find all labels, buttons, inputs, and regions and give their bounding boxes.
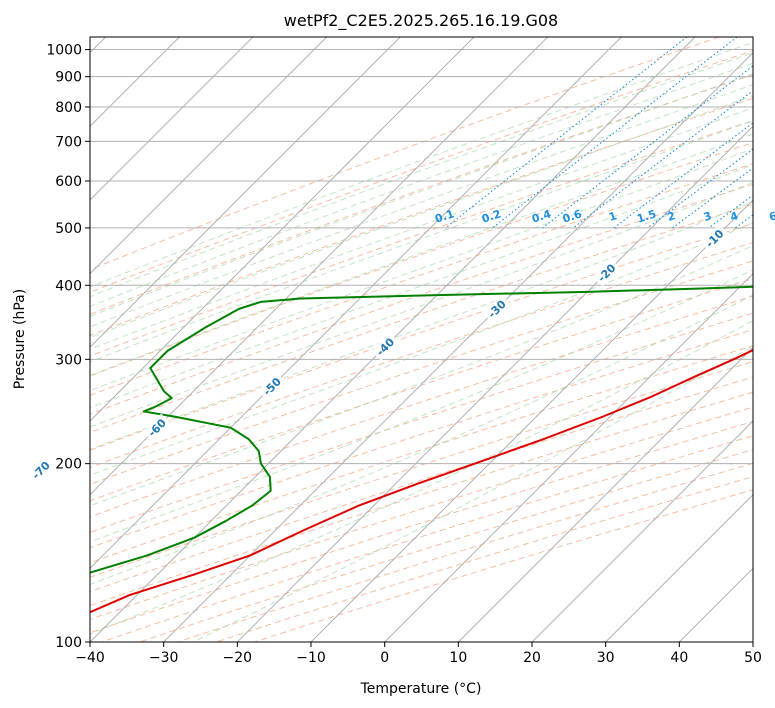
x-tick-label: 40 (670, 650, 688, 666)
x-tick-label: −10 (296, 650, 326, 666)
y-tick-label: 900 (55, 70, 82, 86)
mixing-ratio-label: 0.1 (433, 207, 456, 225)
y-tick-label: 300 (55, 352, 82, 368)
mixing-ratio-label: 6 (767, 209, 775, 224)
dry-adiabat (90, 223, 753, 451)
mixing-ratio-label: 0.6 (561, 207, 584, 225)
profile-layer (90, 285, 753, 614)
isotherm-line (163, 51, 753, 642)
y-tick-label: 400 (55, 278, 82, 294)
dry-adiabat (177, 462, 753, 642)
chart-title: wetPf2_C2E5.2025.265.16.19.G08 (284, 11, 558, 31)
dry-adiabat (90, 163, 753, 396)
mixing-ratio-line (672, 167, 753, 229)
isotherm-label-bg (371, 332, 400, 361)
temperature-profile-line (90, 349, 753, 614)
mixing-ratio-label: 0.2 (480, 207, 503, 225)
dry-adiabat (90, 74, 753, 315)
isotherm-line (384, 272, 753, 642)
isotherm-line (90, 37, 622, 570)
moist-adiabat (90, 62, 753, 307)
y-tick-label: 700 (55, 134, 82, 150)
isotherm-label-bg (592, 258, 621, 287)
isotherm-label-bg (26, 456, 55, 485)
dry-adiabat (90, 391, 753, 607)
y-axis-label: Pressure (hPa) (12, 289, 28, 389)
isotherm-line (90, 37, 549, 496)
mixing-ratio-label: 2 (666, 209, 677, 224)
y-tick-label: 200 (55, 457, 82, 473)
dry-adiabat (90, 329, 753, 549)
moist-adiabat (90, 201, 753, 450)
isotherm-label-bg (257, 372, 287, 401)
moist-adiabat (90, 52, 753, 298)
isotherm-line (752, 641, 753, 642)
x-tick-label: 20 (523, 650, 541, 666)
isotherm-label-bg (700, 224, 729, 253)
dry-adiabat (90, 278, 753, 502)
isotherm-line (90, 37, 328, 275)
mixing-ratio-label: 0.4 (530, 207, 553, 225)
isotherm-line (90, 37, 401, 349)
isotherm-line (90, 37, 254, 201)
moist-adiabat (90, 133, 753, 377)
moist-adiabat (192, 345, 753, 642)
dry-adiabat (90, 37, 720, 271)
mixing-ratio-line (613, 122, 753, 229)
plot-frame (89, 36, 754, 643)
y-tick-label: 1000 (46, 43, 82, 59)
y-tick-label: 600 (55, 174, 82, 190)
dry-adiabat (101, 435, 753, 642)
y-tick-label: 100 (55, 635, 82, 651)
isotherm-label-bg (482, 294, 511, 324)
isotherm-line (531, 420, 753, 642)
x-tick-label: −30 (149, 650, 179, 666)
mixing-ratio-line (492, 37, 738, 229)
isotherm-line (310, 199, 753, 642)
dry-adiabat (90, 312, 753, 534)
moist-adiabat (90, 119, 753, 363)
isotherm-label-bg (142, 413, 172, 442)
x-tick-label: 50 (744, 650, 762, 666)
moist-adiabat (90, 41, 753, 288)
y-tick-label: 800 (55, 100, 82, 116)
isotherm-line (678, 567, 753, 642)
moist-adiabat (90, 320, 753, 635)
x-tick-label: 0 (380, 650, 389, 666)
mixing-ratio-line (572, 90, 753, 229)
x-tick-label: −40 (75, 650, 105, 666)
y-tick-label: 500 (55, 221, 82, 237)
mixing-ratio-label: 1 (607, 209, 618, 224)
dry-adiabat (90, 142, 753, 377)
x-axis-label: Temperature (°C) (360, 681, 482, 697)
isotherm-line (90, 37, 475, 422)
x-tick-label: 30 (597, 650, 615, 666)
dewpoint-profile-line (90, 285, 753, 574)
axis-layer: −40 −30 −20 −10 0 10 20 30 40 50 100 200 300 400 500 60… (46, 43, 762, 666)
moist-adiabat (90, 73, 753, 317)
moist-adiabat (90, 148, 753, 392)
isotherm-line (236, 125, 753, 642)
mixing-ratio-label: 4 (729, 209, 741, 224)
mixing-ratio-line (734, 214, 753, 229)
x-tick-label: 10 (449, 650, 467, 666)
moist-adiabat (90, 181, 753, 428)
dry-adiabat (90, 361, 753, 578)
mixing-ratio-line (542, 65, 753, 229)
isotherm-line (457, 346, 753, 642)
grid-layer (90, 37, 753, 642)
moist-adiabat (90, 107, 753, 350)
moist-adiabat (90, 164, 753, 409)
dry-adiabat (215, 476, 753, 642)
moist-adiabat (90, 84, 753, 328)
mixing-ratio-label: 3 (702, 209, 713, 224)
isotherm-line (605, 493, 753, 642)
dry-adiabat (90, 97, 753, 337)
x-tick-label: −20 (223, 650, 253, 666)
moist-adiabat (90, 95, 753, 339)
mixing-ratio-label: 1.5 (635, 207, 658, 225)
dry-adiabat (90, 50, 753, 293)
